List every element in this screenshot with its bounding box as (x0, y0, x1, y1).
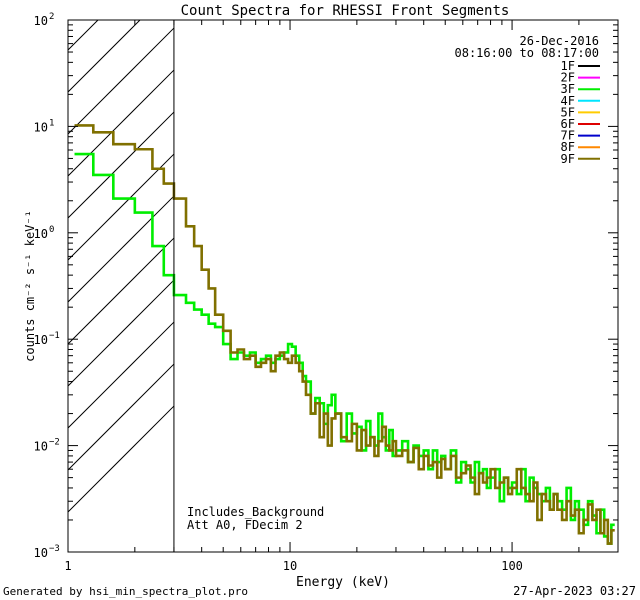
y-tick-exponent: −2 (49, 438, 60, 448)
y-tick-label: 10 (34, 546, 48, 560)
y-tick-exponent: −3 (49, 544, 60, 554)
hatch-line (68, 111, 175, 219)
hatch-line (68, 27, 175, 135)
hatch-line (68, 20, 99, 51)
legend-label-1F: 1F (561, 59, 575, 73)
footer-timestamp: 27-Apr-2023 03:27 (513, 584, 636, 598)
hatch-line (68, 363, 175, 471)
legend-label-4F: 4F (561, 94, 575, 108)
footer-generated-by: Generated by hsi_min_spectra_plot.pro (3, 585, 248, 598)
y-tick-exponent: 2 (49, 12, 54, 22)
legend-label-8F: 8F (561, 140, 575, 154)
x-tick-label: 100 (501, 559, 523, 573)
plot-frame (67, 19, 619, 553)
y-tick-label: 10 (34, 14, 48, 28)
annotation-background: Includes_Background (187, 505, 324, 519)
series-9F-line (74, 124, 615, 545)
x-tick-label: 10 (283, 559, 297, 573)
x-axis-label: Energy (keV) (296, 575, 390, 590)
legend-label-2F: 2F (561, 71, 575, 85)
hatch-line (68, 279, 175, 387)
legend-label-3F: 3F (561, 82, 575, 96)
hatch-line (68, 321, 175, 429)
excluded-region-hatch (68, 0, 175, 513)
hatch-line (68, 405, 175, 513)
hatch-line (68, 0, 174, 8)
hatch-line (68, 20, 141, 93)
legend-label-7F: 7F (561, 129, 575, 143)
chart-title: Count Spectra for RHESSI Front Segments (181, 3, 510, 19)
hatch-line (68, 69, 175, 177)
y-axis-label: counts cm⁻² s⁻¹ keV⁻¹ (23, 210, 37, 362)
legend-time-range: 08:16:00 to 08:17:00 (455, 46, 600, 60)
x-tick-label: 1 (64, 559, 71, 573)
y-tick-exponent: 0 (49, 225, 54, 235)
legend-label-9F: 9F (561, 152, 575, 166)
y-tick-label: 10 (34, 120, 48, 134)
y-tick-label: 10 (34, 227, 48, 241)
annotation-attenuator: Att A0, FDecim 2 (187, 518, 303, 532)
y-tick-label: 10 (34, 440, 48, 454)
hatch-line (68, 153, 175, 261)
legend-label-5F: 5F (561, 105, 575, 119)
hatch-line (68, 195, 175, 303)
y-tick-exponent: 1 (49, 118, 54, 128)
y-tick-label: 10 (34, 333, 48, 347)
y-tick-exponent: −1 (49, 331, 60, 341)
legend-date: 26-Dec-2016 (520, 34, 599, 48)
legend-label-6F: 6F (561, 117, 575, 131)
hatch-line (68, 237, 175, 345)
